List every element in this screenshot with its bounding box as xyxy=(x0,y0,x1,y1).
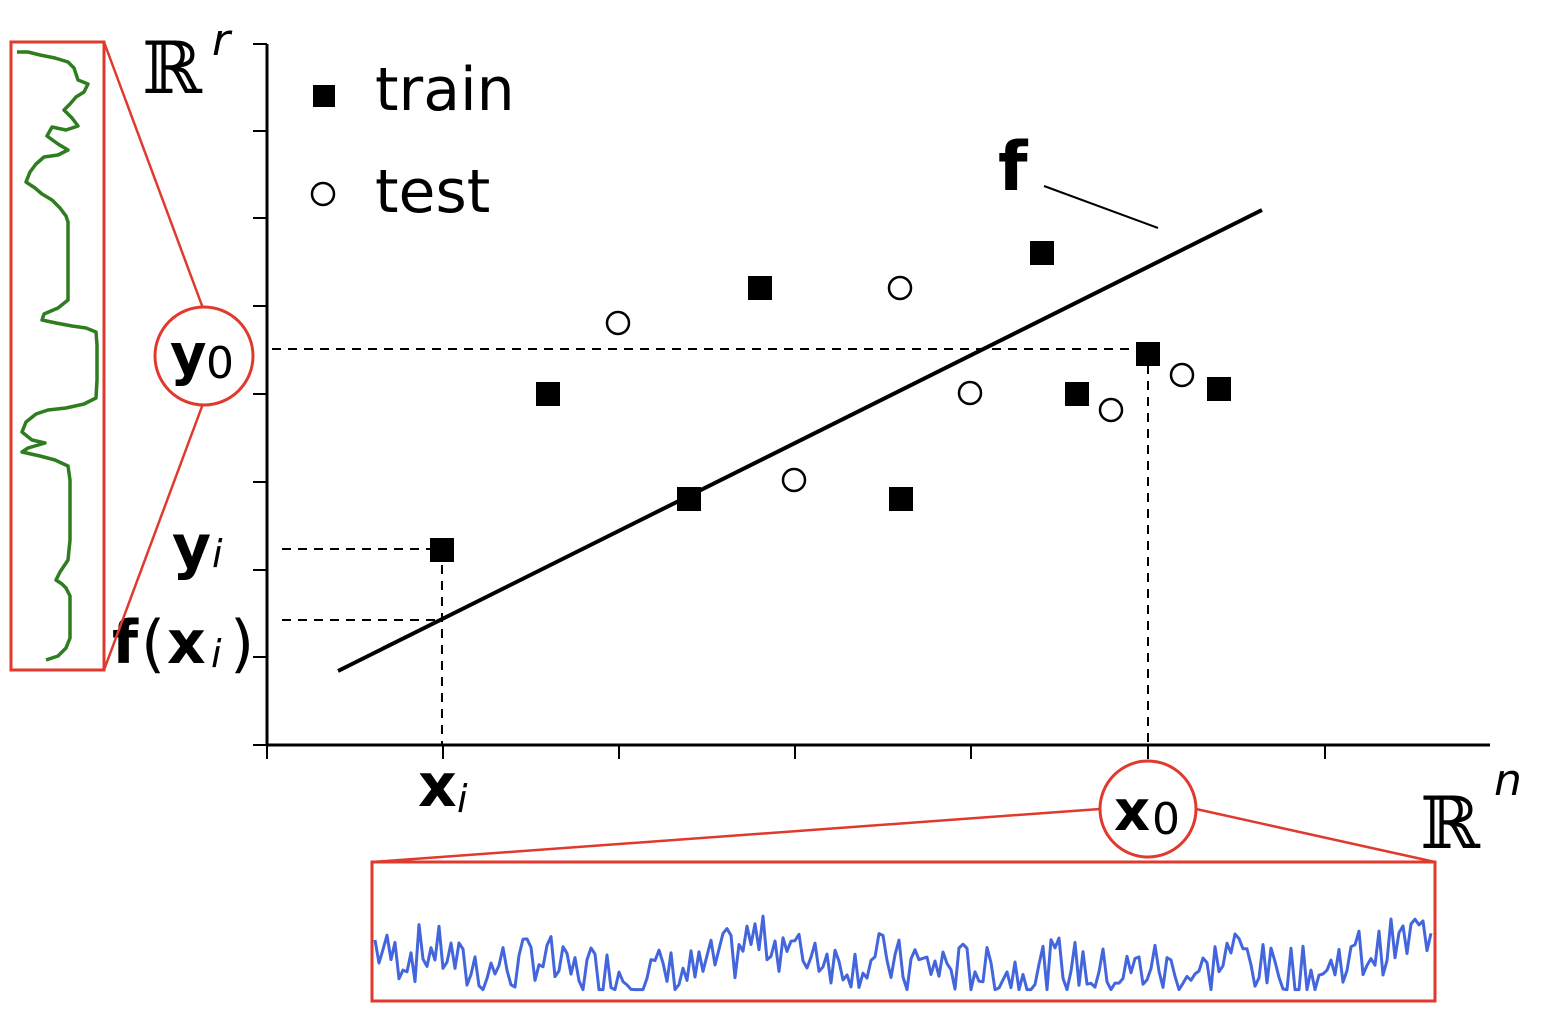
train-point xyxy=(677,487,701,511)
train-point xyxy=(889,487,913,511)
train-point xyxy=(1030,241,1054,265)
output-signal-curve xyxy=(17,50,99,662)
test-point xyxy=(605,310,631,336)
train-point xyxy=(536,382,560,406)
train-point xyxy=(1065,382,1089,406)
yi-label: y i xyxy=(172,512,223,582)
svg-text:i: i xyxy=(211,632,222,676)
train-points xyxy=(430,241,1231,562)
legend-train-label: train xyxy=(375,55,515,125)
test-point xyxy=(1098,397,1124,423)
train-point xyxy=(1136,342,1160,366)
train-point xyxy=(1207,377,1231,401)
svg-text:x: x xyxy=(167,608,206,678)
legend-test-label: test xyxy=(375,157,490,227)
legend-test-marker xyxy=(310,181,336,207)
function-leader-line xyxy=(1043,185,1159,229)
train-point xyxy=(430,538,454,562)
test-point xyxy=(1169,362,1195,388)
x0-badge xyxy=(1098,759,1198,859)
y0-badge xyxy=(153,305,255,407)
fxi-label: f ( x i ) xyxy=(112,607,254,680)
svg-text:): ) xyxy=(230,607,254,680)
y-axis-ticks xyxy=(253,43,267,746)
guide-lines xyxy=(272,348,1149,745)
output-zoom-connectors xyxy=(102,41,206,671)
function-label: f xyxy=(998,128,1029,207)
test-points xyxy=(605,275,1195,493)
test-point xyxy=(781,467,807,493)
input-signal-curve xyxy=(373,914,1433,992)
domain-space-exponent: n xyxy=(1494,755,1522,806)
legend-train-marker xyxy=(313,85,335,107)
function-line xyxy=(337,208,1263,673)
svg-text:f: f xyxy=(112,608,139,678)
svg-text:y: y xyxy=(172,512,211,582)
train-point xyxy=(748,276,772,300)
svg-text:(: ( xyxy=(141,607,165,680)
svg-text:x: x xyxy=(418,751,457,821)
input-zoom-connectors xyxy=(371,807,1436,864)
svg-text:0: 0 xyxy=(1152,794,1180,845)
domain-space-label: ℝ xyxy=(1420,781,1481,865)
svg-text:x: x xyxy=(1114,779,1150,844)
test-point xyxy=(887,275,913,301)
output-signal-box xyxy=(9,40,106,672)
y0-label: y 0 xyxy=(170,323,234,389)
svg-text:y: y xyxy=(170,323,207,388)
range-space-exponent: r xyxy=(212,15,233,66)
x0-label: x 0 xyxy=(1114,779,1180,845)
xi-label: x i xyxy=(418,751,468,821)
svg-text:i: i xyxy=(457,777,468,821)
svg-text:0: 0 xyxy=(206,338,234,389)
svg-text:i: i xyxy=(212,532,223,576)
test-point xyxy=(957,380,983,406)
x-axis-ticks xyxy=(266,745,1326,759)
range-space-label: ℝ xyxy=(142,26,203,110)
